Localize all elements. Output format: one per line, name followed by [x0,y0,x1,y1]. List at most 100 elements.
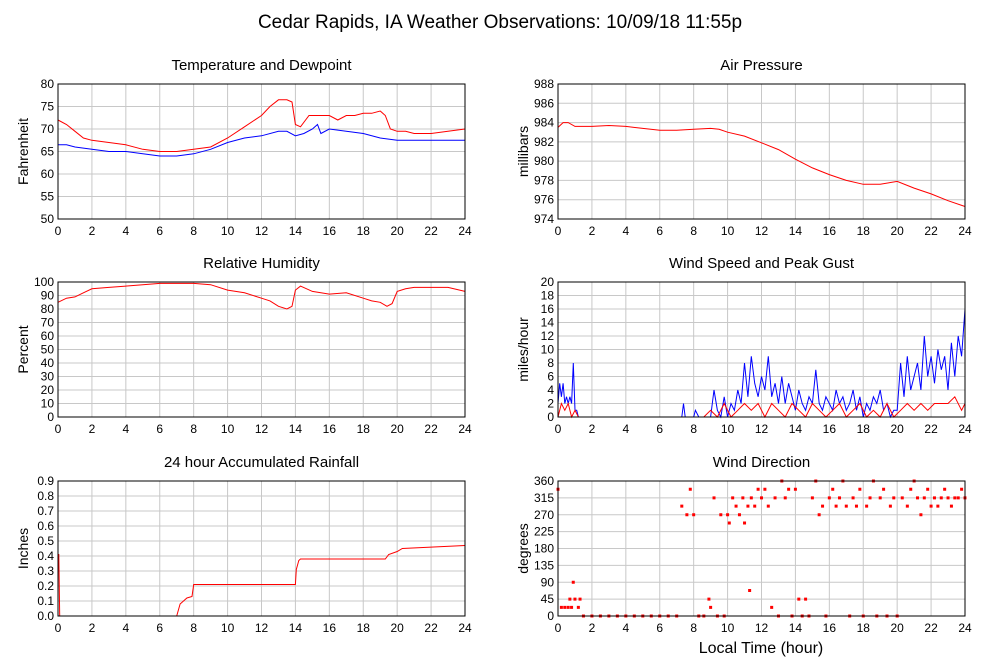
chart-pressure: 0 2 4 6 8 10 12 14 16 18 20 22 249749769789809829849… [515,57,972,238]
chart-humidity: 0 2 4 6 8 10 12 14 16 18 20 22 240102030405060708090… [15,255,472,436]
y-tick-label: 65 [41,145,55,159]
y-tick-label: 16 [541,302,555,316]
data-point [563,605,567,609]
data-point [559,605,563,609]
y-tick-label: 0.0 [37,609,54,623]
data-point [810,496,814,500]
x-tick-label: 22 [424,422,438,436]
x-tick-label: 24 [958,224,972,238]
data-point [817,513,821,517]
x-tick-label: 18 [857,224,871,238]
y-tick-label: 75 [41,100,55,114]
y-tick-label: 60 [41,167,55,181]
data-point [741,496,745,500]
series-line-2 [58,123,465,157]
y-tick-label: 80 [41,77,55,91]
data-point [568,597,572,601]
x-tick-label: 22 [424,224,438,238]
series-line-1 [57,282,466,310]
y-tick-label: 980 [534,154,554,168]
x-tick-label: 14 [789,422,803,436]
data-point [731,496,735,500]
y-tick-label: 60 [41,329,55,343]
data-point [576,605,580,609]
data-point [865,504,869,508]
x-tick-label: 18 [857,621,871,635]
y-tick-label: 8 [547,356,554,370]
y-tick-label: 90 [541,575,555,589]
series-line-1 [57,99,466,152]
x-tick-label: 4 [622,224,629,238]
x-tick-label: 4 [622,621,629,635]
y-tick-label: 988 [534,77,554,91]
data-point [929,504,933,508]
y-tick-label: 978 [534,173,554,187]
x-tick-label: 12 [255,422,269,436]
y-tick-label: 180 [534,542,554,556]
y-tick-label: 55 [41,190,55,204]
y-tick-label: 0.7 [37,504,54,518]
data-point [960,487,964,491]
y-tick-label: 270 [534,508,554,522]
x-tick-label: 16 [823,621,837,635]
data-point [804,597,808,601]
data-point [707,597,711,601]
y-axis-label: degrees [515,523,531,574]
x-tick-label: 8 [690,224,697,238]
x-tick-label: 18 [357,224,371,238]
data-point [943,487,947,491]
y-tick-label: 80 [41,302,55,316]
y-axis-label: Fahrenheit [15,118,31,185]
x-tick-label: 10 [221,224,235,238]
data-point [878,496,882,500]
x-tick-label: 6 [156,621,163,635]
x-tick-label: 2 [589,422,596,436]
chart-rain: 0 2 4 6 8 10 12 14 16 18 20 22 240.00.10.20.30.40.50… [15,454,472,635]
y-axis-label: millibars [515,126,531,177]
chart-title: Wind Direction [713,454,811,471]
x-tick-label: 10 [721,422,735,436]
y-tick-label: 50 [41,343,55,357]
data-point [573,597,577,601]
y-tick-label: 40 [41,356,55,370]
data-point [743,521,747,525]
x-axis-label: Local Time (hour) [699,640,824,657]
x-tick-label: 8 [190,224,197,238]
x-tick-label: 6 [656,621,663,635]
x-tick-label: 12 [755,422,769,436]
y-tick-label: 4 [547,383,554,397]
x-tick-label: 4 [122,422,129,436]
data-point [749,496,753,500]
data-point [712,496,716,500]
chart-title: Wind Speed and Peak Gust [669,255,855,272]
data-point [571,580,575,584]
y-tick-label: 0.6 [37,519,54,533]
data-point [685,513,689,517]
data-point [838,496,842,500]
data-point [680,504,684,508]
y-tick-label: 20 [41,383,55,397]
data-point [783,496,787,500]
data-point [797,597,801,601]
y-tick-label: 0 [47,410,54,424]
x-tick-label: 18 [357,422,371,436]
x-tick-label: 6 [656,422,663,436]
data-point [719,513,723,517]
data-point [570,605,574,609]
chart-title: 24 hour Accumulated Rainfall [164,454,359,471]
x-tick-label: 8 [690,422,697,436]
data-point [953,496,957,500]
y-tick-label: 10 [41,397,55,411]
plot-frame [57,281,466,418]
x-tick-label: 18 [857,422,871,436]
y-tick-label: 6 [547,370,554,384]
x-tick-label: 0 [55,224,62,238]
data-point [932,496,936,500]
series-line-1 [557,122,966,207]
x-tick-label: 16 [323,621,337,635]
chart-temp: 0 2 4 6 8 10 12 14 16 18 20 22 2450556065707580Tempe… [15,57,472,238]
data-point [831,487,835,491]
x-tick-label: 0 [555,422,562,436]
data-point [746,504,750,508]
data-point [882,487,886,491]
